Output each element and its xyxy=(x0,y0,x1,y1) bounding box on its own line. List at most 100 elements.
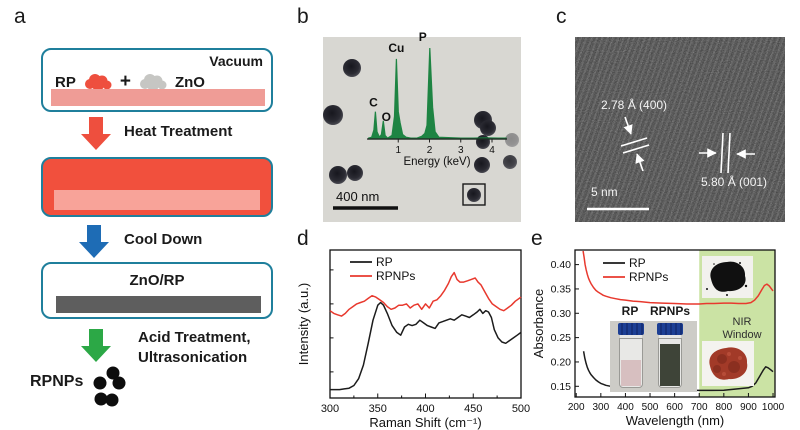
raman-x-axis-title: Raman Shift (cm⁻¹) xyxy=(369,415,481,430)
absorbance-x-tick-label: 600 xyxy=(666,402,683,413)
absorbance-x-tick-label: 900 xyxy=(740,402,757,413)
tem-image: 1 2 3 4 Energy (keV) C O Cu P 400 nm xyxy=(323,30,521,222)
absorbance-y-tick-label: 0.15 xyxy=(551,381,572,393)
vacuum-label: Vacuum xyxy=(209,53,263,69)
zno-rp-layer xyxy=(56,296,261,313)
nanoparticle xyxy=(476,135,490,149)
nanoparticle xyxy=(323,105,343,125)
absorbance-x-tick-label: 700 xyxy=(691,402,708,413)
eds-x-ticks xyxy=(397,139,493,143)
eds-tick-label: 4 xyxy=(489,145,495,156)
ultrasonication-label: Ultrasonication xyxy=(138,349,248,366)
absorbance-x-tick-label: 1000 xyxy=(762,402,785,413)
plus-sign: + xyxy=(119,71,131,92)
acid-treatment-label: Acid Treatment, xyxy=(138,329,251,346)
eds-peak-label-P: P xyxy=(419,30,427,44)
rpnps-product-label: RPNPs xyxy=(30,373,84,390)
nir-window-annotation: NIR Window xyxy=(703,316,781,342)
vial-rpnps-body xyxy=(658,338,682,388)
panel-d-label: d xyxy=(297,227,309,250)
raman-y-axis-title: Intensity (a.u.) xyxy=(296,283,311,365)
vacuum-chamber-box: Vacuum RP + ZnO xyxy=(41,48,273,112)
heated-melt-box xyxy=(41,157,273,217)
raman-x-ticks xyxy=(329,269,522,398)
hrtem-annotations-svg xyxy=(587,116,755,211)
panel-c-label: c xyxy=(556,5,567,28)
acid-arrow-icon xyxy=(81,329,111,362)
vial-rpnps-cap xyxy=(657,323,683,335)
legend-label-RP: RP xyxy=(376,255,393,269)
absorbance-x-tick-label: 300 xyxy=(592,402,609,413)
raman-tick-label: 500 xyxy=(512,403,530,415)
absorbance-y-axis-title: Absorbance xyxy=(531,289,546,358)
vial-rp-cap xyxy=(618,323,644,335)
zno-rp-box: ZnO/RP xyxy=(41,262,273,319)
eds-tick-label: 3 xyxy=(458,145,464,156)
spacing-400-arrow xyxy=(635,153,645,172)
panel-e-label: e xyxy=(531,227,543,250)
nanoparticle xyxy=(343,59,361,77)
absorbance-x-tick-label: 500 xyxy=(642,402,659,413)
red-powder-photo-inset xyxy=(702,341,754,386)
lattice-plane-400-line xyxy=(620,137,648,147)
heat-arrow-icon xyxy=(81,117,111,150)
eds-x-axis-title: Energy (keV) xyxy=(403,156,470,168)
eds-spectrum-curve xyxy=(367,47,507,140)
tem-content-svg: 1 2 3 4 Energy (keV) CO Cu P 400 nm xyxy=(323,30,519,210)
zno-powder-blob-icon xyxy=(139,74,167,91)
eds-peak-label-C: C xyxy=(369,96,378,110)
melt-layer xyxy=(54,190,260,210)
rp-label: RP xyxy=(55,73,76,91)
absorbance-y-tick-label: 0.40 xyxy=(551,259,572,271)
lattice-fringes xyxy=(575,37,785,222)
absorbance-x-tick-label: 800 xyxy=(715,402,732,413)
raman-curve-RP xyxy=(330,301,522,391)
legend-label-RPNPs: RPNPs xyxy=(629,270,668,284)
nanoparticle xyxy=(474,157,490,173)
hrtem-noise-texture xyxy=(575,37,785,222)
zno-label: ZnO xyxy=(174,73,205,91)
lattice-plane-001-line xyxy=(720,132,724,174)
raman-tick-label: 300 xyxy=(321,403,339,415)
black-powder-blob xyxy=(706,261,748,296)
black-powder-photo-inset xyxy=(702,256,753,298)
legend-label-RP: RP xyxy=(629,256,646,270)
heat-treatment-label: Heat Treatment xyxy=(124,123,233,140)
absorbance-ticks xyxy=(575,264,774,397)
raman-tick-label: 350 xyxy=(369,403,387,415)
raman-chart: 300 350 400 450 500 Raman Shift (cm⁻¹) Intensi… xyxy=(296,249,530,430)
panel-a-label: a xyxy=(14,5,26,28)
vial-rp-label: RP xyxy=(621,304,639,318)
eds-tick-label: 1 xyxy=(395,145,401,156)
nanoparticle xyxy=(347,165,363,181)
lattice-spacing-400-label: 2.78 Å (400) xyxy=(601,98,668,112)
rp-zno-layer xyxy=(51,89,265,106)
vial-rpnps-liquid xyxy=(660,344,680,386)
nanoparticle xyxy=(467,188,481,202)
rp-powder-blob-icon xyxy=(84,74,112,91)
absorbance-y-tick-label: 0.25 xyxy=(551,332,572,344)
spacing-400-arrow xyxy=(623,116,633,135)
nanoparticle xyxy=(503,155,517,169)
vial-rp-liquid xyxy=(621,360,641,386)
panel-b-label: b xyxy=(297,5,309,28)
nir-line2: Window xyxy=(722,329,762,341)
absorbance-y-tick-label: 0.20 xyxy=(551,356,572,368)
eds-peak-label-Cu: Cu xyxy=(388,41,404,55)
vial-rpnps-neck xyxy=(659,335,681,338)
nanoparticles xyxy=(323,59,519,202)
absorbance-y-tick-label: 0.35 xyxy=(551,283,572,295)
lattice-plane-001-line xyxy=(727,132,731,174)
absorbance-x-tick-label: 400 xyxy=(617,402,634,413)
raman-tick-label: 450 xyxy=(464,403,482,415)
eds-peak-label-O: O xyxy=(382,110,391,124)
raman-tick-label: 400 xyxy=(416,403,434,415)
absorbance-x-tick-label: 200 xyxy=(568,402,585,413)
nanoparticle xyxy=(505,133,519,147)
red-powder-blob xyxy=(709,347,748,380)
vial-rpnps-label: RPNPs xyxy=(649,304,690,318)
absorbance-curve-RPNPs xyxy=(582,250,774,305)
lattice-plane-400-line xyxy=(622,144,650,154)
vial-rp-neck xyxy=(620,335,642,338)
